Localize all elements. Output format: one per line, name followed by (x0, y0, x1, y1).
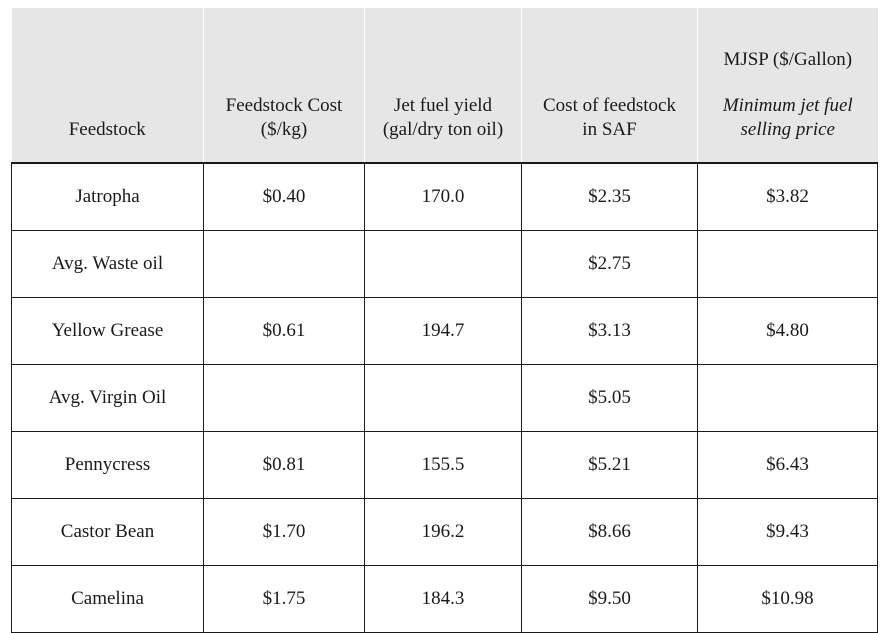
header-cost-in-saf-line1: Cost of feedstock (543, 95, 676, 116)
table-body: Jatropha $0.40 170.0 $2.35 $3.82 Avg. Wa… (11, 162, 878, 633)
cell-cost-in-saf: $5.05 (521, 364, 698, 432)
cell-feedstock: Avg. Waste oil (11, 230, 204, 298)
cell-feedstock: Avg. Virgin Oil (11, 364, 204, 432)
cell-mjsp: $9.43 (697, 498, 878, 566)
feedstock-cost-table: Feedstock Feedstock Cost ($/kg) Jet fuel… (11, 8, 878, 633)
feedstock-table-container: Feedstock Feedstock Cost ($/kg) Jet fuel… (11, 8, 878, 633)
cell-jet-fuel-yield (364, 230, 522, 298)
cell-jet-fuel-yield: 196.2 (364, 498, 522, 566)
cell-mjsp: $10.98 (697, 565, 878, 633)
cell-feedstock-cost (203, 364, 365, 432)
cell-feedstock-cost (203, 230, 365, 298)
cell-feedstock-cost: $0.40 (203, 162, 365, 231)
cell-mjsp: $6.43 (697, 431, 878, 499)
cell-jet-fuel-yield: 194.7 (364, 297, 522, 365)
cell-jet-fuel-yield: 170.0 (364, 162, 522, 231)
table-row: Camelina $1.75 184.3 $9.50 $10.98 (11, 565, 878, 633)
cell-cost-in-saf: $3.13 (521, 297, 698, 365)
header-jet-fuel-yield: Jet fuel yield (gal/dry ton oil) (364, 8, 522, 163)
table-row: Yellow Grease $0.61 194.7 $3.13 $4.80 (11, 297, 878, 365)
cell-cost-in-saf: $2.75 (521, 230, 698, 298)
cell-feedstock-cost: $1.75 (203, 565, 365, 633)
cell-feedstock-cost: $0.61 (203, 297, 365, 365)
cell-cost-in-saf: $9.50 (521, 565, 698, 633)
header-feedstock-cost-line2: ($/kg) (260, 119, 308, 140)
table-row: Pennycress $0.81 155.5 $5.21 $6.43 (11, 431, 878, 499)
cell-jet-fuel-yield: 155.5 (364, 431, 522, 499)
cell-feedstock: Camelina (11, 565, 204, 633)
cell-mjsp (697, 230, 878, 298)
cell-feedstock-cost: $0.81 (203, 431, 365, 499)
header-cost-in-saf: Cost of feedstock in SAF (521, 8, 698, 163)
cell-feedstock: Pennycress (11, 431, 204, 499)
header-jet-fuel-yield-line2: (gal/dry ton oil) (382, 119, 504, 140)
header-cost-in-saf-line2: in SAF (582, 119, 637, 140)
table-row: Avg. Virgin Oil $5.05 (11, 364, 878, 432)
header-feedstock: Feedstock (11, 8, 204, 163)
cell-cost-in-saf: $2.35 (521, 162, 698, 231)
table-row: Castor Bean $1.70 196.2 $8.66 $9.43 (11, 498, 878, 566)
cell-cost-in-saf: $5.21 (521, 431, 698, 499)
header-mjsp-sub-line1: Minimum jet fuel (722, 95, 853, 116)
table-row: Jatropha $0.40 170.0 $2.35 $3.82 (11, 162, 878, 231)
cell-mjsp: $4.80 (697, 297, 878, 365)
table-header: Feedstock Feedstock Cost ($/kg) Jet fuel… (11, 8, 878, 163)
cell-jet-fuel-yield (364, 364, 522, 432)
header-mjsp: MJSP ($/Gallon) Minimum jet fuel selling… (697, 8, 878, 163)
cell-feedstock: Yellow Grease (11, 297, 204, 365)
header-feedstock-cost-line1: Feedstock Cost (225, 95, 343, 116)
table-row: Avg. Waste oil $2.75 (11, 230, 878, 298)
cell-mjsp (697, 364, 878, 432)
header-feedstock-label: Feedstock (68, 119, 146, 140)
cell-feedstock: Jatropha (11, 162, 204, 231)
header-mjsp-title: MJSP ($/Gallon) (723, 49, 853, 70)
header-mjsp-sub-line2: selling price (740, 119, 835, 140)
cell-mjsp: $3.82 (697, 162, 878, 231)
cell-jet-fuel-yield: 184.3 (364, 565, 522, 633)
cell-cost-in-saf: $8.66 (521, 498, 698, 566)
cell-feedstock: Castor Bean (11, 498, 204, 566)
cell-feedstock-cost: $1.70 (203, 498, 365, 566)
header-jet-fuel-yield-line1: Jet fuel yield (393, 95, 493, 116)
header-row: Feedstock Feedstock Cost ($/kg) Jet fuel… (11, 8, 878, 163)
header-feedstock-cost: Feedstock Cost ($/kg) (203, 8, 365, 163)
